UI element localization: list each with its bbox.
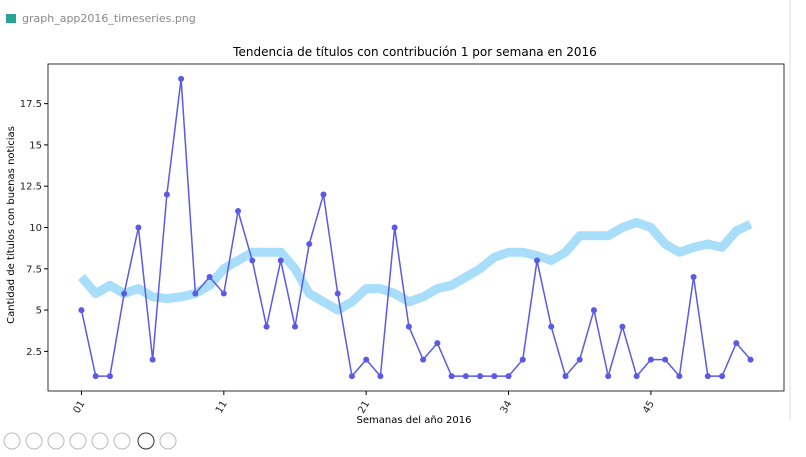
- point: [477, 373, 484, 380]
- point: [391, 224, 398, 231]
- y-tick-label: 12.5: [20, 182, 42, 193]
- tool-button[interactable]: [137, 432, 155, 450]
- y-tick-label: 7.5: [26, 264, 42, 275]
- tool-button[interactable]: [3, 432, 21, 450]
- y-tick-label: 10: [29, 223, 42, 234]
- series-line: [80, 78, 752, 377]
- point: [206, 274, 213, 281]
- y-tick-label: 2.5: [26, 347, 42, 358]
- point: [377, 373, 384, 380]
- point: [277, 257, 284, 264]
- file-icon: [6, 14, 16, 23]
- y-tick-label: 17.5: [20, 99, 42, 110]
- point: [562, 373, 569, 380]
- tool-button[interactable]: [69, 432, 87, 450]
- point: [505, 373, 512, 380]
- point: [235, 207, 242, 214]
- point: [363, 356, 370, 363]
- point: [121, 290, 128, 297]
- y-tick-label: 15: [29, 140, 42, 151]
- y-tick-label: 5: [36, 306, 42, 317]
- point: [719, 373, 726, 380]
- point: [106, 373, 113, 380]
- point: [92, 373, 99, 380]
- point: [334, 290, 341, 297]
- point: [747, 356, 754, 363]
- point: [320, 191, 327, 198]
- point: [163, 191, 170, 198]
- point: [619, 323, 626, 330]
- point: [662, 356, 669, 363]
- point: [548, 323, 555, 330]
- point: [405, 323, 412, 330]
- chart-title: Tendencia de títulos con contribución 1 …: [232, 45, 597, 59]
- point: [291, 323, 298, 330]
- point: [135, 224, 142, 231]
- point: [647, 356, 654, 363]
- point: [690, 274, 697, 281]
- point: [249, 257, 256, 264]
- point: [704, 373, 711, 380]
- point: [462, 373, 469, 380]
- point: [448, 373, 455, 380]
- point: [78, 307, 85, 314]
- point: [605, 373, 612, 380]
- point: [220, 290, 227, 297]
- y-axis-label: Cantidad de títulos con buenas noticias: [5, 126, 17, 324]
- point: [434, 340, 441, 347]
- point: [676, 373, 683, 380]
- tool-button[interactable]: [47, 432, 65, 450]
- point: [576, 356, 583, 363]
- point: [491, 373, 498, 380]
- point: [590, 307, 597, 314]
- point: [519, 356, 526, 363]
- point: [633, 373, 640, 380]
- point: [306, 241, 313, 248]
- point: [348, 373, 355, 380]
- point: [733, 340, 740, 347]
- point: [178, 75, 185, 82]
- point: [420, 356, 427, 363]
- file-name: graph_app2016_timeseries.png: [22, 12, 196, 25]
- toolbar: [3, 432, 177, 450]
- point: [534, 257, 541, 264]
- tool-button[interactable]: [159, 432, 177, 450]
- point: [263, 323, 270, 330]
- x-axis-label: Semanas del año 2016: [357, 415, 472, 426]
- point: [149, 356, 156, 363]
- tool-button[interactable]: [25, 432, 43, 450]
- tool-button[interactable]: [113, 432, 131, 450]
- tool-button[interactable]: [91, 432, 109, 450]
- point: [192, 290, 199, 297]
